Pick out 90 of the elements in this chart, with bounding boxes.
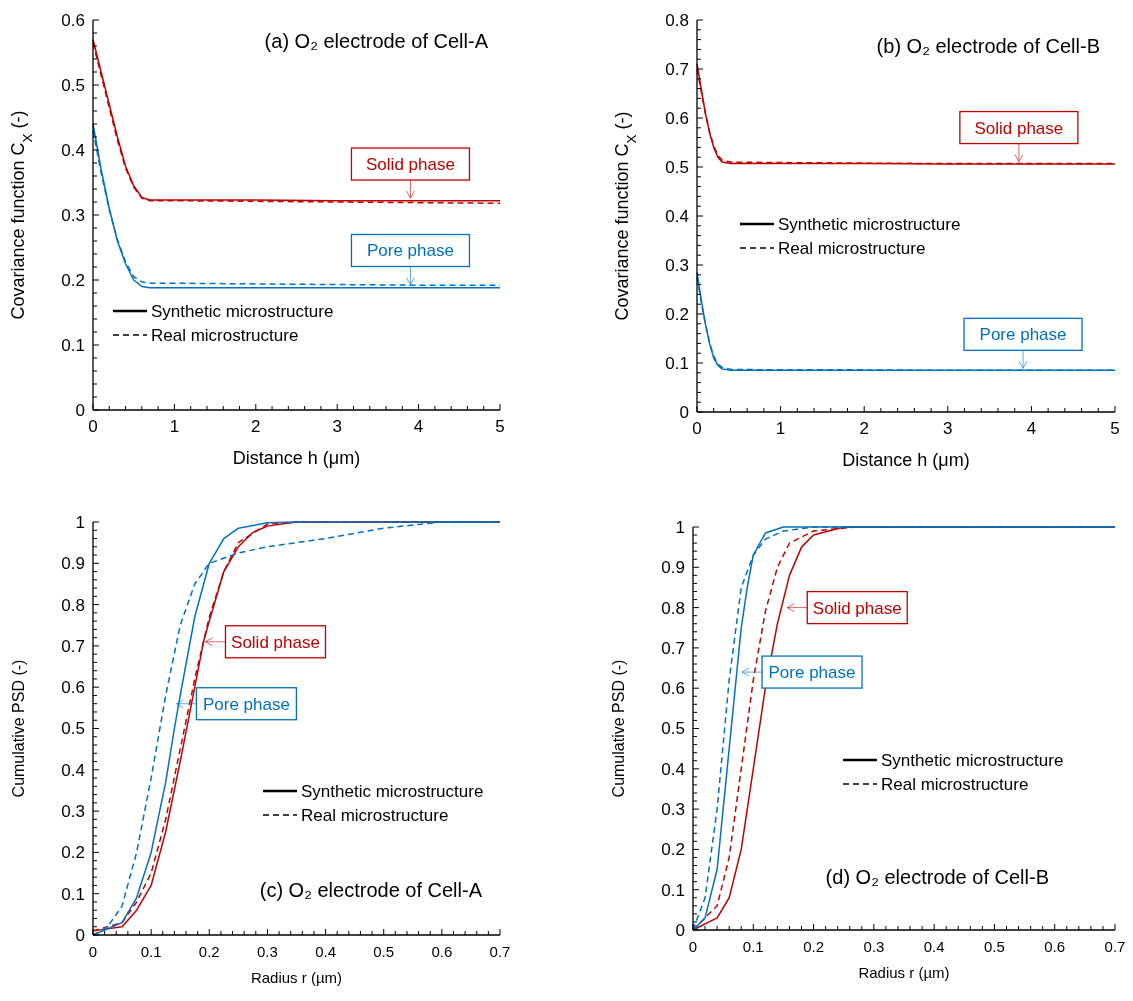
y-tick-label: 0.8 [61,595,85,615]
x-tick-label: 0.2 [198,943,220,960]
x-tick-label: 3 [332,417,342,436]
x-tick-label: 3 [943,419,953,438]
x-axis-title: Distance h (μm) [842,450,970,470]
y-tick-label: 0.1 [61,335,85,355]
x-tick-label: 0.4 [923,938,945,955]
y-tick-label: 0 [75,400,85,420]
annotation: Real microstructure [778,238,926,258]
y-tick-label: 0.5 [61,75,85,95]
y-tick-label: 0 [679,402,689,422]
x-tick-label: 0.2 [803,938,824,955]
y-tick-label: 0.3 [61,802,85,822]
y-tick-label: 0.2 [61,843,85,863]
x-axis-title: Distance h (μm) [232,448,361,468]
y-tick-label: 0.4 [61,760,85,780]
y-tick-label: 0.2 [661,840,685,860]
y-tick-label: 0.5 [665,157,689,177]
x-tick-label: 5 [495,417,505,436]
annotation: Real microstructure [151,325,299,345]
y-tick-label: 0.4 [665,206,689,226]
x-tick-label: 0.1 [140,943,162,960]
y-tick-label: 0.3 [661,800,685,820]
y-tick-label: 0.7 [665,59,689,79]
annotation: Pore phase [202,694,290,714]
x-tick-label: 5 [1110,419,1120,438]
y-tick-label: 0.6 [61,678,85,698]
y-tick-label: 0.2 [61,270,85,290]
annotation: Pore phase [768,663,856,683]
y-axis-title: Cumulative PSD (-) [10,659,27,798]
y-tick-label: 0.6 [665,108,689,128]
x-tick-label: 1 [775,419,786,438]
annotation: Pore phase [979,325,1067,345]
text: (b) O₂ electrode of Cell-B [876,35,1100,57]
y-tick-label: 0.4 [661,759,685,779]
x-tick-label: 4 [1026,419,1037,438]
y-tick-label: 0.7 [661,638,685,658]
y-tick-label: 0.1 [661,880,685,900]
annotation: Synthetic microstructure [301,781,484,801]
y-tick-label: 1 [675,517,685,537]
annotation: Pore phase [366,241,454,261]
y-tick-label: 0.7 [61,636,85,656]
text: (a) O₂ electrode of Cell-A [264,30,489,52]
annotation: Solid phase [812,598,902,618]
annotation: Real microstructure [881,774,1029,794]
y-tick-label: 0 [675,920,685,940]
x-tick-label: 4 [413,417,424,436]
text: (c) O₂ electrode of Cell-A [259,879,483,901]
x-tick-label: 0.1 [742,938,764,955]
x-tick-label: 2 [251,417,261,436]
annotation: Synthetic microstructure [881,750,1064,770]
x-tick-label: 2 [859,419,869,438]
y-tick-label: 0.1 [665,353,689,373]
annotation: Real microstructure [301,805,449,825]
y-tick-label: 0.6 [61,10,85,30]
x-tick-label: 0.6 [431,943,453,960]
y-tick-label: 0.3 [665,255,689,275]
annotation: Solid phase [231,632,320,652]
annotation: Synthetic microstructure [778,214,961,234]
x-tick-label: 0.3 [257,943,278,960]
y-tick-label: 0.9 [661,558,685,578]
x-axis-title: Radius r (µm) [858,964,950,981]
y-tick-label: 0.6 [661,679,685,699]
x-tick-label: 0.4 [315,943,336,960]
y-tick-label: 0.8 [661,598,685,618]
annotation: Synthetic microstructure [151,301,334,321]
x-axis-title: Radius r (µm) [250,969,343,986]
x-tick-label: 0 [692,419,702,438]
x-tick-label: 0.7 [1104,938,1126,955]
y-tick-label: 0.3 [61,205,85,225]
y-axis-title: Cumulative PSD (-) [610,659,627,798]
y-tick-label: 0.5 [661,719,685,739]
x-tick-label: 1 [169,417,180,436]
annotation: Solid phase [366,155,455,174]
y-tick-label: 0.9 [61,554,85,574]
x-tick-label: 0.6 [1044,938,1066,955]
y-tick-label: 0.2 [665,304,689,324]
annotation: Solid phase [974,118,1064,138]
y-tick-label: 0.8 [665,10,689,30]
text: (d) O₂ electrode of Cell-B [825,866,1049,888]
y-tick-label: 0.1 [61,884,85,904]
x-tick-label: 0.5 [984,938,1005,955]
x-tick-label: 0.5 [373,943,395,960]
x-tick-label: 0 [88,417,98,436]
y-tick-label: 1 [75,512,85,532]
y-tick-label: 0.5 [61,719,85,739]
y-tick-label: 0.4 [61,140,85,160]
x-tick-label: 0.7 [489,943,511,960]
x-tick-label: 0 [88,943,98,960]
x-tick-label: 0.3 [863,938,885,955]
